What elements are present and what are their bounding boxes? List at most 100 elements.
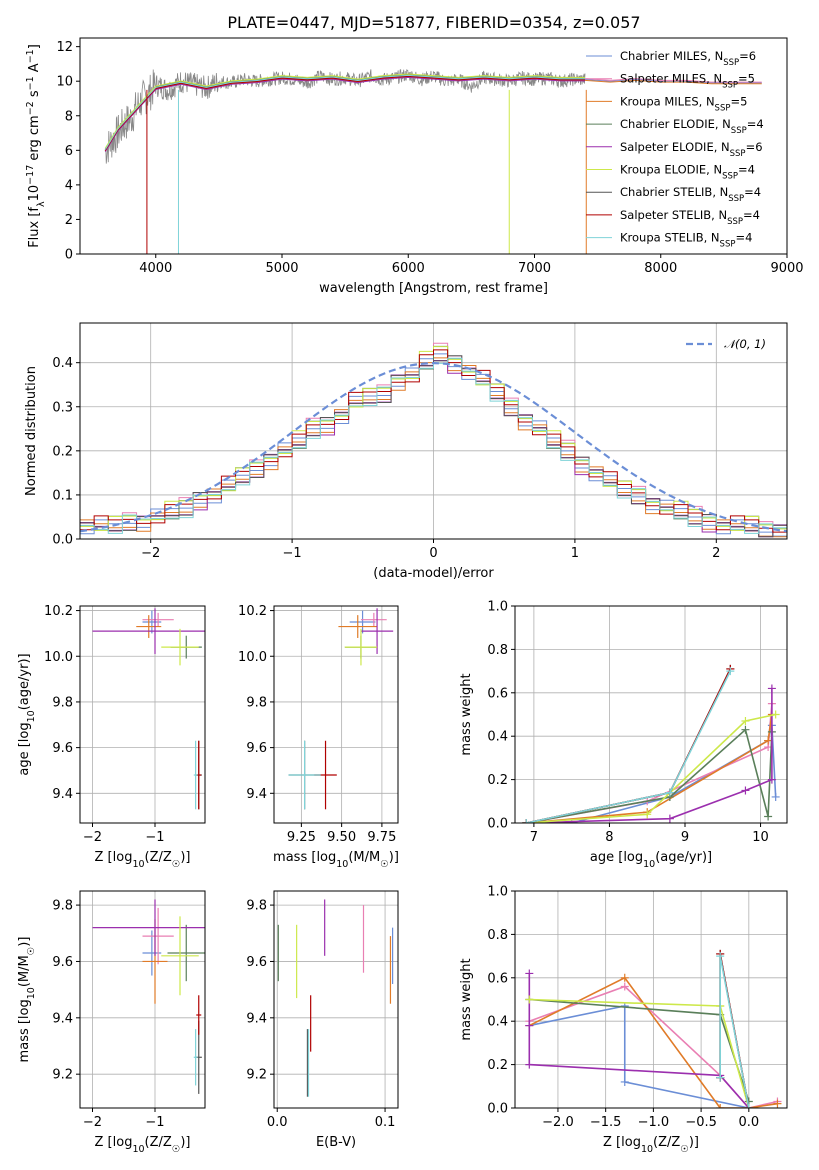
mass-weight-line [526, 668, 732, 823]
errorbar-point [167, 924, 205, 982]
marker-plus [741, 717, 750, 726]
legend: Chabrier MILES, NSSP=6 Salpeter MILES, NS… [586, 49, 764, 250]
marker-plus [773, 1099, 782, 1108]
y-tick-label: 10.0 [238, 650, 267, 665]
legend: 𝒩(0, 1) [686, 337, 766, 351]
axes-frame [79, 605, 206, 824]
mass-weight-line [526, 725, 777, 823]
y-tick-label: 9.6 [52, 741, 73, 756]
y-tick-label: 10.2 [44, 604, 73, 619]
mass-weight-line [526, 670, 732, 823]
model-line [104, 76, 762, 152]
legend-label: Kroupa MILES, NSSP=5 [620, 94, 747, 113]
errorbar-point [92, 608, 205, 654]
y-tick-label: 0.8 [487, 928, 508, 943]
marker-plus [726, 667, 735, 676]
marker-plus [767, 684, 776, 693]
marker-plus [767, 775, 776, 784]
plot-area [92, 608, 205, 810]
normal-curve [80, 362, 787, 533]
y-tick-label: 0.4 [487, 730, 508, 745]
marker-plus [620, 973, 629, 982]
panel-spectrum: 4000 5000 6000 7000 8000 9000 0 2 4 6 8 10 12 wavelen… [25, 37, 804, 296]
y-tick-label: 9.6 [52, 955, 73, 970]
gridlines [274, 606, 398, 823]
mass-weight-line [529, 1005, 749, 1108]
y-tick-label: 0.6 [487, 686, 508, 701]
marker-plus [771, 710, 780, 719]
marker-plus [522, 819, 531, 823]
x-tick-label: −1 [283, 546, 302, 561]
mass-weight-line [529, 998, 750, 1102]
y-tick-label: 0.1 [52, 488, 73, 503]
panel-mass_vs_ebv: 0.0 0.1 9.2 9.4 9.6 9.8 E(B-V) [246, 890, 399, 1150]
chart-panels: 4000 5000 6000 7000 8000 9000024681012wavelen… [17, 37, 804, 1155]
errorbar-point [136, 615, 162, 638]
marker-plus [764, 812, 773, 821]
y-tick-label: 2 [65, 213, 73, 228]
y-axis-label: mass weight [459, 958, 474, 1040]
y-tick-label: 9.6 [246, 741, 267, 756]
plot-area [522, 664, 780, 823]
marker-plus [741, 786, 750, 795]
y-tick-label: 9.8 [52, 695, 73, 710]
x-tick-label: 0.1 [375, 1115, 396, 1130]
y-tick-label: 9.8 [246, 695, 267, 710]
axes-frame [514, 890, 788, 1109]
y-tick-label: 0 [65, 248, 73, 263]
y-tick-label: 9.8 [246, 899, 267, 914]
y-tick-label: 1.0 [487, 885, 508, 900]
y-tick-label: 0.4 [52, 356, 73, 371]
legend-label: Salpeter ELODIE, NSSP=6 [620, 140, 763, 159]
y-tick-label: 9.4 [52, 1011, 73, 1026]
y-axis-label: Normed distribution [24, 366, 39, 496]
x-axis-label: E(B-V) [316, 1135, 356, 1150]
y-tick-label: 10.0 [44, 650, 73, 665]
marker-plus [716, 952, 725, 961]
y-tick-label: 0.3 [52, 400, 73, 415]
x-tick-label: 9.50 [327, 830, 356, 845]
mass-weight-line [526, 713, 776, 823]
y-axis-label: Flux [fλ10−17 erg cm−2 s−1 A−1] [25, 44, 47, 248]
x-tick-label: 2 [712, 546, 720, 561]
panel-mass_weight_vs_Z: −2.0 −1.5 −1.0 −0.5 0.0 0.0 0.2 0.4 0.6 0.8 1.0 Z [… [459, 885, 788, 1155]
marker-plus [741, 725, 750, 734]
y-tick-label: 0.2 [52, 444, 73, 459]
axes-frame [273, 890, 399, 1109]
mass-weight-line [719, 955, 750, 1108]
marker-plus [665, 814, 674, 823]
errorbar-point [344, 628, 378, 666]
marker-plus [525, 1021, 534, 1030]
panel-mass_weight_vs_age: 7 8 9 10 0.0 0.2 0.4 0.6 0.8 1.0 age [log10(age/yr… [459, 600, 788, 870]
x-tick-label: 0.0 [738, 1115, 759, 1130]
model-line [104, 73, 585, 149]
errorbar-point [92, 899, 205, 956]
gridlines [515, 890, 787, 1109]
x-tick-label: 9000 [770, 261, 803, 276]
x-tick-label: −1 [145, 830, 164, 845]
panel-residuals: −2 −1 0 1 2 0.0 0.1 0.2 0.3 0.4 (data-model)/error… [24, 322, 788, 581]
marker-plus [525, 995, 534, 1004]
errorbar-point [161, 628, 199, 666]
legend-label: Chabrier STELIB, NSSP=4 [620, 185, 761, 204]
y-tick-label: 1.0 [487, 600, 508, 615]
y-tick-label: 9.2 [52, 1068, 73, 1083]
y-tick-label: 0.0 [487, 1102, 508, 1117]
x-tick-label: −1.0 [638, 1115, 670, 1130]
errorbar-point [193, 1029, 198, 1086]
histogram-step [80, 346, 787, 531]
y-tick-label: 0.0 [487, 817, 508, 832]
y-axis-label: mass weight [459, 673, 474, 755]
mass-weight-line [526, 728, 773, 823]
y-tick-label: 12 [56, 40, 73, 55]
marker-plus [716, 1104, 725, 1108]
y-tick-label: 0.4 [487, 1015, 508, 1030]
errorbar-point [193, 740, 198, 810]
legend-label: Chabrier MILES, NSSP=6 [620, 49, 756, 68]
x-axis-label: Z [log10(Z/Z☉)] [95, 850, 191, 870]
legend-label: 𝒩(0, 1) [724, 337, 766, 351]
errorbar-point [338, 615, 378, 638]
plot-area [288, 608, 394, 810]
x-axis-label: Z [log10(Z/Z☉)] [95, 1135, 191, 1155]
